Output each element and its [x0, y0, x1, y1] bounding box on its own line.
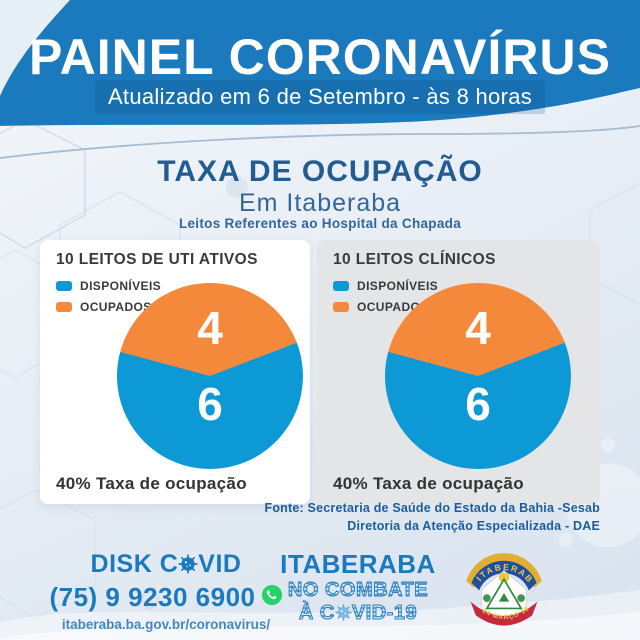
legend-item-disponiveis: DISPONÍVEIS — [333, 279, 438, 293]
panel-uti-title: 10 LEITOS DE UTI ATIVOS — [56, 251, 258, 268]
legend-label-ocupados: OCUPADOS — [80, 300, 152, 314]
occupancy-rate-clinicos: 40% Taxa de ocupação — [333, 474, 524, 493]
pie-value-disponiveis: 6 — [197, 378, 223, 430]
virus-icon — [178, 553, 198, 579]
website-url[interactable]: itaberaba.ba.gov.br/coronavirus/ — [61, 617, 271, 633]
seal-red-ribbon — [470, 601, 538, 626]
updated-timestamp: Atualizado em 6 de Setembro - às 8 horas — [107, 84, 533, 109]
pie-chart-uti: 4 6 — [117, 283, 303, 469]
virus-icon — [335, 604, 352, 625]
city-seal: ITABERABA 24 MARÇO 1877 — [457, 537, 547, 640]
header-blue-shape — [0, 0, 640, 126]
seal-gold-arc — [466, 553, 542, 588]
panel-uti-beds: 10 LEITOS DE UTI ATIVOS DISPONÍVEIS OCUP… — [40, 240, 310, 504]
panel-clinical-beds: 10 LEITOS CLÍNICOS DISPONÍVEIS OCUPADOS … — [317, 240, 600, 504]
phone-number: (75) 9 9230 6900 — [49, 582, 256, 613]
campaign-block: ITABERABA NO COMBATE À C VID-19 — [277, 551, 439, 625]
pie-value-disponiveis: 6 — [465, 378, 491, 430]
campaign-line3-prefix: À C — [298, 602, 335, 624]
source-line-1: Fonte: Secretaria de Saúde do Estado da … — [264, 501, 600, 515]
occupancy-rate-uti: 40% Taxa de ocupação — [56, 474, 247, 493]
header-corner-wedge — [0, 0, 70, 96]
campaign-city: ITABERABA — [280, 549, 436, 579]
data-source: Fonte: Secretaria de Saúde do Estado da … — [265, 500, 601, 535]
legend-swatch-disponiveis — [333, 281, 349, 291]
disk-title-suffix: VID — [198, 550, 242, 578]
legend-item-disponiveis: DISPONÍVEIS — [56, 279, 161, 293]
header-banner — [0, 0, 640, 159]
legend-label-disponiveis: DISPONÍVEIS — [357, 279, 439, 293]
disk-covid-block: DISK C VID (75) 9 9230 6900 itaberaba.ba.… — [46, 551, 286, 632]
seal-blue-arc — [471, 560, 537, 591]
legend-uti: DISPONÍVEIS OCUPADOS — [56, 279, 161, 321]
section-title: TAXA DE OCUPAÇÃO — [157, 155, 483, 188]
pie-value-ocupados: 4 — [465, 302, 491, 354]
section-note: Leitos Referentes ao Hospital da Chapada — [178, 216, 462, 231]
legend-label-disponiveis: DISPONÍVEIS — [80, 279, 162, 293]
panel-clinicos-title: 10 LEITOS CLÍNICOS — [333, 251, 496, 268]
campaign-line3-suffix: VID-19 — [351, 602, 418, 624]
legend-swatch-disponiveis — [56, 281, 72, 291]
legend-swatch-ocupados — [56, 302, 72, 312]
page-title: PAINEL CORONAVÍRUS — [29, 29, 611, 85]
seal-sun — [498, 572, 510, 583]
pie-value-ocupados: 4 — [197, 302, 223, 354]
pie-chart-clinicos: 4 6 — [385, 283, 571, 469]
section-location: Em Itaberaba — [238, 189, 402, 217]
header-subtitle-band — [95, 80, 545, 114]
phone-row: (75) 9 9230 6900 — [46, 582, 286, 613]
disk-covid-title: DISK C VID — [46, 551, 286, 579]
disk-title-prefix: DISK C — [90, 550, 179, 578]
campaign-line-2: NO COMBATE — [277, 580, 439, 601]
source-line-2: Diretoria da Atenção Especializada - DAE — [347, 518, 600, 533]
header-wave-line — [0, 125, 640, 159]
legend-swatch-ocupados — [333, 302, 349, 312]
campaign-line-3: À C VID-19 — [277, 603, 439, 625]
legend-item-ocupados: OCUPADOS — [56, 300, 161, 314]
whatsapp-icon — [261, 582, 283, 613]
